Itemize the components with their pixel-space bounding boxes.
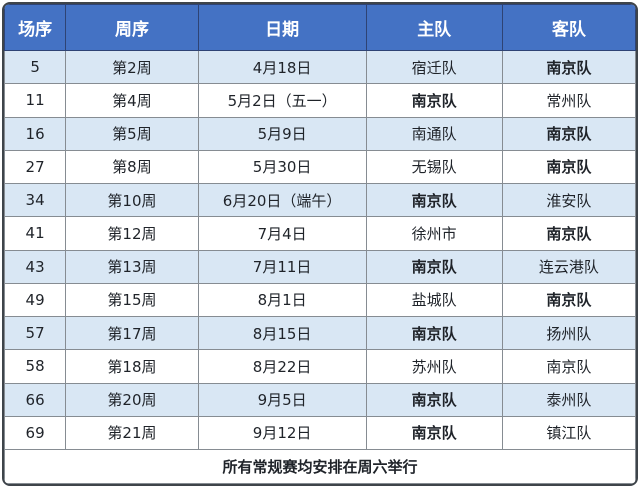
column-header-0: 场序 [4,4,67,51]
table-cell: 34 [4,182,67,218]
table-cell: 镇江队 [501,415,636,451]
table-cell: 南京队 [501,49,636,85]
table-row: 5 第2周 4月18日 宿迁队 南京队 [4,49,636,85]
table-cell: 27 [4,149,67,185]
table-cell: 盐城队 [365,282,503,318]
table-row: 27 第8周 5月30日 无锡队 南京队 [4,149,636,185]
table-row: 43 第13周 7月11日 南京队 连云港队 [4,249,636,284]
table-cell: 南通队 [365,116,503,151]
table-cell: 9月12日 [197,415,367,451]
table-cell: 第8周 [65,149,199,185]
table-cell: 常州队 [501,83,636,118]
table-row: 41 第12周 7月4日 徐州市 南京队 [4,216,636,251]
table-cell: 第21周 [65,415,199,451]
table-cell: 徐州市 [365,216,503,251]
table-row: 34 第10周 6月20日（端午） 南京队 淮安队 [4,182,636,218]
table-cell: 9月5日 [197,382,367,417]
table-cell: 淮安队 [501,182,636,218]
table-cell: 66 [4,382,67,417]
table-cell: 5 [4,49,67,85]
table-cell: 无锡队 [365,149,503,185]
table-cell: 7月4日 [197,216,367,251]
table-cell: 69 [4,415,67,451]
table-cell: 第20周 [65,382,199,417]
table-cell: 8月22日 [197,349,367,384]
table-cell: 南京队 [365,182,503,218]
footer-row: 所有常规赛均安排在周六举行 [4,449,636,484]
table-row: 66 第20周 9月5日 南京队 泰州队 [4,382,636,417]
table-cell: 第5周 [65,116,199,151]
table-body: 5 第2周 4月18日 宿迁队 南京队 11 第4周 5月2日（五一） 南京队 常州队 16 第5周 5… [4,49,636,451]
column-header-4: 客队 [501,4,636,51]
table-cell: 苏州队 [365,349,503,384]
table-header: 场序 周序 日期 主队 客队 [4,4,636,51]
column-header-2: 日期 [197,4,367,51]
table-cell: 43 [4,249,67,284]
table-cell: 连云港队 [501,249,636,284]
table-cell: 南京队 [501,216,636,251]
column-header-1: 周序 [65,4,199,51]
table-cell: 41 [4,216,67,251]
table-row: 49 第15周 8月1日 盐城队 南京队 [4,282,636,318]
table-cell: 第13周 [65,249,199,284]
table-cell: 49 [4,282,67,318]
table-row: 69 第21周 9月12日 南京队 镇江队 [4,415,636,451]
table-cell: 南京队 [365,315,503,351]
table-cell: 南京队 [365,382,503,417]
table-row: 11 第4周 5月2日（五一） 南京队 常州队 [4,83,636,118]
table-cell: 58 [4,349,67,384]
table-cell: 第2周 [65,49,199,85]
table-row: 16 第5周 5月9日 南通队 南京队 [4,116,636,151]
table-cell: 5月2日（五一） [197,83,367,118]
table-cell: 8月1日 [197,282,367,318]
table-cell: 第12周 [65,216,199,251]
table-cell: 第17周 [65,315,199,351]
table-footer: 所有常规赛均安排在周六举行 [4,449,636,484]
table-cell: 7月11日 [197,249,367,284]
table-cell: 南京队 [501,116,636,151]
table-cell: 5月30日 [197,149,367,185]
table-row: 58 第18周 8月22日 苏州队 南京队 [4,349,636,384]
column-header-3: 主队 [365,4,503,51]
table-cell: 5月9日 [197,116,367,151]
table-cell: 南京队 [501,149,636,185]
schedule-table-grid: 场序 周序 日期 主队 客队 5 第2周 4月18日 宿迁队 南京队 11 第4周 5月2日（五一）南… [4,4,636,484]
table-cell: 4月18日 [197,49,367,85]
table-cell: 南京队 [501,349,636,384]
table-cell: 第18周 [65,349,199,384]
table-cell: 6月20日（端午） [197,182,367,218]
table-cell: 11 [4,83,67,118]
table-row: 57 第17周 8月15日 南京队 扬州队 [4,315,636,351]
table-cell: 扬州队 [501,315,636,351]
table-cell: 南京队 [365,415,503,451]
table-cell: 第4周 [65,83,199,118]
table-cell: 57 [4,315,67,351]
header-row: 场序 周序 日期 主队 客队 [4,4,636,51]
table-cell: 16 [4,116,67,151]
table-cell: 宿迁队 [365,49,503,85]
table-cell: 南京队 [365,83,503,118]
table-cell: 第15周 [65,282,199,318]
footer-note: 所有常规赛均安排在周六举行 [4,449,636,484]
table-cell: 南京队 [501,282,636,318]
table-cell: 第10周 [65,182,199,218]
table-cell: 8月15日 [197,315,367,351]
table-cell: 南京队 [365,249,503,284]
table-cell: 泰州队 [501,382,636,417]
